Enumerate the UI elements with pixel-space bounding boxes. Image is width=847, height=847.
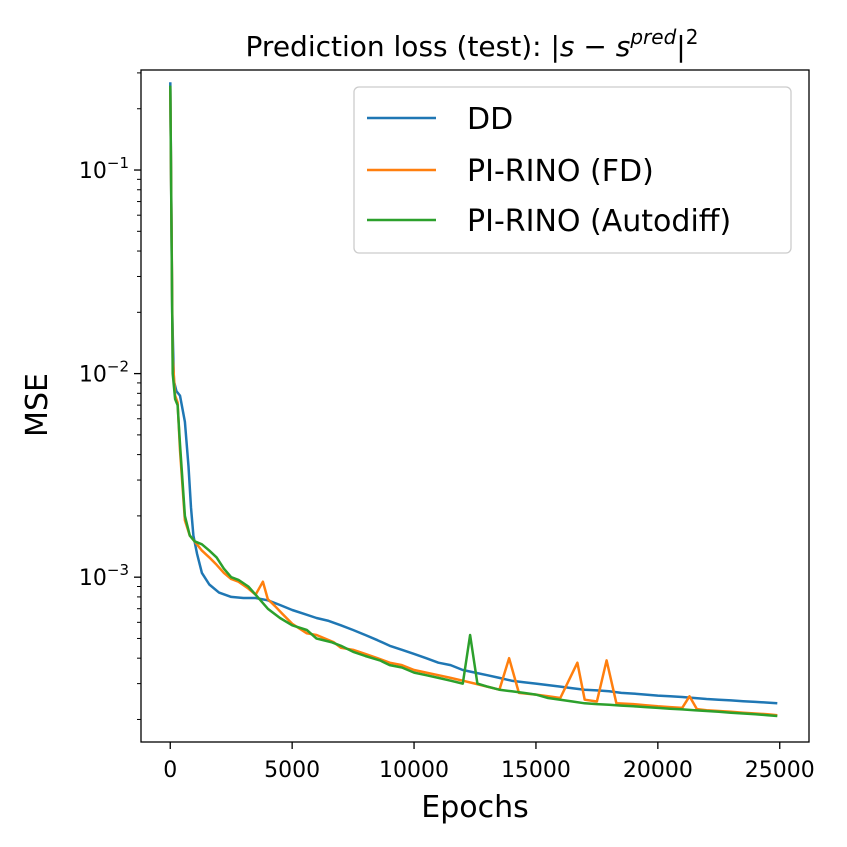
x-tick-label: 20000 bbox=[623, 758, 693, 783]
y-tick-label: 10−2 bbox=[79, 358, 129, 388]
x-axis-label: Epochs bbox=[421, 790, 529, 825]
legend-frame bbox=[353, 86, 792, 254]
x-tick-label: 5000 bbox=[264, 758, 320, 783]
legend: DD PI-RINO (FD) PI-RINO (Autodiff) bbox=[353, 86, 792, 254]
legend-label-dd: DD bbox=[467, 102, 513, 137]
y-tick-label: 10−1 bbox=[79, 154, 129, 184]
x-tick-label: 0 bbox=[163, 758, 177, 783]
y-axis-label: MSE bbox=[20, 373, 55, 437]
series-line-dd bbox=[169, 82, 778, 705]
y-tick-label: 10−3 bbox=[79, 561, 129, 591]
legend-label-pi-rino-autodiff: PI-RINO (Autodiff) bbox=[467, 204, 731, 239]
chart-title: Prediction loss (test): |s − spred|2 bbox=[246, 25, 699, 63]
axes-frame bbox=[140, 69, 810, 743]
series-line-pi-rino-autodiff bbox=[169, 85, 778, 718]
x-tick-label: 25000 bbox=[745, 758, 815, 783]
ticks-layer: 0 5000 10000 15000 20000 25000 10−3 10−2 10−1 bbox=[79, 72, 815, 783]
series-layer bbox=[169, 82, 778, 718]
x-tick-label: 15000 bbox=[501, 758, 571, 783]
series-line-pi-rino-fd bbox=[169, 88, 778, 717]
legend-label-pi-rino-fd: PI-RINO (FD) bbox=[467, 154, 654, 189]
plot-area bbox=[169, 82, 778, 718]
x-tick-label: 10000 bbox=[379, 758, 449, 783]
